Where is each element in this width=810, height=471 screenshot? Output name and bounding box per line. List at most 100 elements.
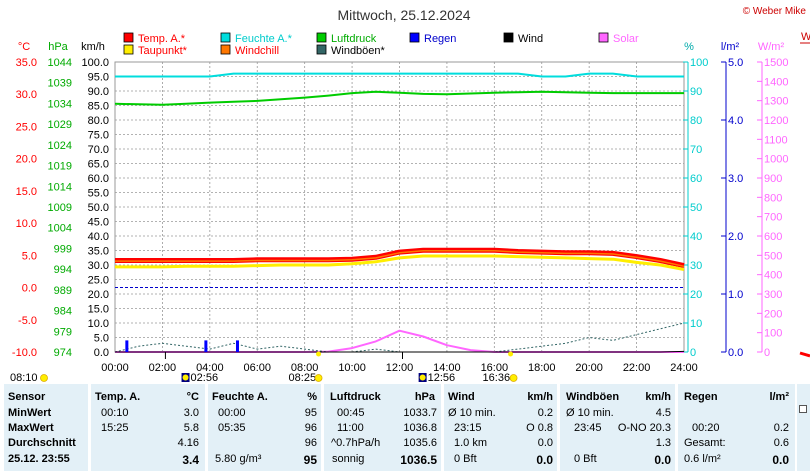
temp-min-value: 3.0	[183, 407, 199, 419]
wind-tick-label: 35.0	[88, 246, 109, 258]
rain-unit: l/m²	[769, 391, 789, 403]
solar-tick-label: 1200	[764, 115, 788, 127]
press-tick-label: 1024	[48, 140, 72, 152]
legend-label: Regen	[424, 33, 456, 45]
temp-tick-label: 15.0	[16, 186, 37, 198]
hum-tick-label: 30	[690, 260, 702, 272]
grid	[114, 61, 685, 353]
temp-tick-label: 25.0	[16, 121, 37, 133]
hum-tick-label: 100	[690, 57, 708, 69]
sun-moon-times: 08:10 02:56 08:25 12:56 16:36	[10, 351, 518, 384]
partial-axis-label: W	[801, 31, 810, 43]
rain-total-value: 0.6	[773, 437, 789, 449]
sun-icon	[316, 351, 322, 357]
rain-amount: 0.6 l/m²	[684, 453, 721, 465]
sun-icon	[314, 374, 323, 382]
wind-current-value: 0.0	[536, 453, 553, 467]
rain-bar	[204, 340, 208, 352]
wind-day-avg: 0.0	[537, 437, 553, 449]
sun-icon	[40, 374, 48, 382]
rain-max-value: 0.2	[773, 422, 789, 434]
summary-col-pressure: Luftdruck hPa 00:45 1033.7 11:00 1036.8 ^0.…	[324, 384, 441, 471]
sun-icon	[508, 351, 514, 357]
press-max-value: 1036.8	[403, 422, 437, 434]
legend-label: Wind	[518, 33, 543, 45]
rain-max-time: 00:20	[692, 422, 720, 434]
summary-col-gust: Windböen km/h Ø 10 min. 4.5 23:45 O-NO 20.3…	[560, 384, 675, 471]
legend-swatch	[598, 32, 609, 43]
axis-title: km/h	[81, 41, 105, 53]
row-max-label: MaxWert	[8, 422, 54, 434]
temp-min-time: 00:10	[101, 407, 129, 419]
solar-tick-label: 1000	[764, 154, 788, 166]
hum-avg-value: 96	[304, 437, 317, 449]
wind-max-value: O 0.8	[526, 422, 553, 434]
hum-tick-label: 60	[690, 173, 702, 185]
solar-tick-label: 500	[764, 250, 782, 262]
summary-col-sensor: Sensor MinWert MaxWert Durchschnitt 25.1…	[4, 384, 88, 471]
wind-tick-label: 55.0	[88, 188, 109, 200]
legend-swatch	[220, 32, 231, 43]
gust-bft: 0 Bft	[574, 453, 597, 465]
press-tick-label: 1029	[48, 119, 72, 131]
gust-day-avg: 1.3	[655, 437, 671, 449]
legend-label: Feuchte A.*	[235, 33, 293, 45]
temp-current-value: 3.4	[182, 453, 199, 467]
wind-tick-label: 5.0	[94, 333, 109, 345]
wind-header: Wind	[448, 391, 475, 403]
legend-label: Solar	[613, 33, 639, 45]
series-luftdruck	[114, 90, 684, 106]
summary-col-rain: Regen l/m² 00:20 0.2 Gesamt: 0.6 0.6 l/m² 0.…	[678, 384, 795, 471]
temp-tick-label: -5.0	[18, 315, 37, 327]
press-max-time: 11:00	[337, 422, 364, 434]
press-tick-label: 1009	[48, 202, 72, 214]
solar-tick-label: 1400	[764, 76, 788, 88]
press-tick-label: 999	[54, 243, 72, 255]
wind-tick-label: 45.0	[88, 217, 109, 229]
press-tick-label: 994	[54, 264, 72, 276]
temp-tick-label: 20.0	[16, 154, 37, 166]
rain-tick-label: 1.0	[728, 289, 743, 301]
rain-tick-label: 5.0	[728, 57, 743, 69]
hum-min-value: 95	[304, 407, 317, 419]
rain-tick-label: 0.0	[728, 347, 743, 359]
gust-avg-value: 4.5	[655, 407, 671, 419]
x-tick-label: 08:00	[291, 362, 319, 374]
solar-tick-label: 600	[764, 231, 782, 243]
hum-tick-label: 90	[690, 86, 702, 98]
legend-swatch	[503, 32, 514, 43]
rain-tick-label: 4.0	[728, 115, 743, 127]
legend-swatch	[316, 44, 327, 55]
hum-tick-label: 0	[690, 347, 696, 359]
gust-max-value: O-NO 20.3	[617, 422, 671, 434]
gust-avg-label: Ø 10 min.	[566, 407, 614, 419]
axis-tick-labels: 35.0 30.0 25.0 20.0 15.0 10.0 5.0 0.0 -5.0 -10.0 1…	[12, 57, 789, 374]
x-tick-label: 02:00	[149, 362, 177, 374]
temp-unit: °C	[186, 391, 199, 403]
legend: Temp. A.* Feuchte A.* Luftdruck Regen Wind So…	[123, 32, 639, 57]
chart-title: Mittwoch, 25.12.2024	[337, 7, 470, 23]
wind-tick-label: 85.0	[88, 101, 109, 113]
solar-tick-label: 300	[764, 289, 782, 301]
wind-avg-value: 0.2	[537, 407, 553, 419]
hum-tick-label: 70	[690, 144, 702, 156]
series-taupunkt	[115, 254, 685, 271]
rain-current-value: 0.0	[772, 453, 789, 467]
sun-icon	[509, 374, 518, 382]
wind-tick-label: 90.0	[88, 86, 109, 98]
hum-tick-label: 80	[690, 115, 702, 127]
summary-col-humidity: Feuchte A.% 00:00 95 05:35 96 96 5.80 g/m³…	[208, 384, 321, 471]
weather-chart: Mittwoch, 25.12.2024 © Weber Mike Temp. …	[10, 6, 810, 384]
solar-tick-label: 1100	[764, 134, 788, 146]
x-tick-label: 24:00	[670, 362, 698, 374]
gust-current-value: 0.0	[654, 453, 671, 467]
rain-tick-label: 3.0	[728, 173, 743, 185]
sunset-time: 16:36	[483, 372, 511, 384]
partial-next-chart	[799, 351, 810, 358]
gust-header: Windböen	[566, 391, 620, 403]
axis-title: %	[684, 41, 694, 53]
rain-bar	[235, 340, 239, 352]
wind-tick-label: 80.0	[88, 115, 109, 127]
wind-max-time: 23:15	[454, 422, 482, 434]
rain-tick-label: 2.0	[728, 231, 743, 243]
